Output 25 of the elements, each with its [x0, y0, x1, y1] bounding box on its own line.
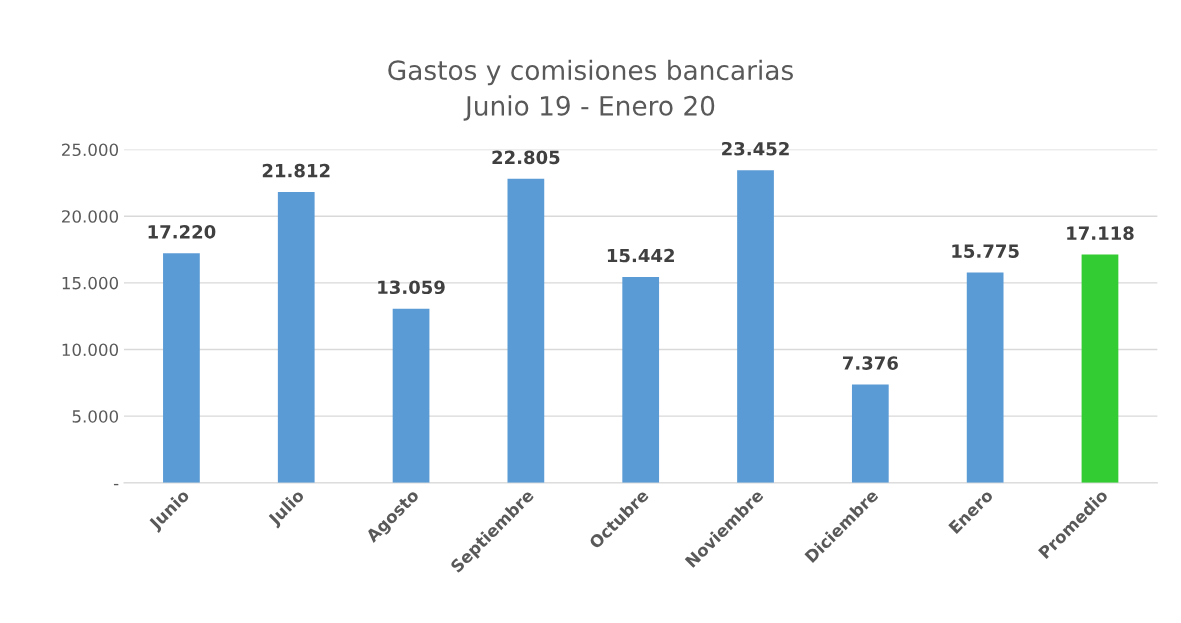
data-label: 15.775: [952, 244, 1019, 258]
bar: [966, 272, 1004, 483]
bar: [507, 178, 545, 483]
data-label: 15.442: [607, 248, 674, 263]
y-tick-label: 20.000: [62, 210, 119, 223]
y-tick-label: 25.000: [62, 143, 119, 157]
bar: [163, 253, 200, 483]
data-label: 7.376: [842, 356, 898, 370]
chart-title: Gastos y comisiones bancarias Junio 19 - Enero 20: [388, 59, 793, 121]
data-label: 23.452: [722, 141, 789, 156]
data-label: 17.118: [1067, 226, 1134, 240]
data-label: 17.220: [148, 224, 216, 239]
bar: [737, 170, 774, 483]
bar: [1081, 254, 1119, 483]
y-tick-label: 15.000: [62, 276, 119, 290]
y-tick-label: -: [113, 483, 119, 486]
bar: [392, 308, 430, 483]
data-label: 22.805: [492, 150, 560, 165]
bar: [277, 192, 315, 483]
y-tick-label: 5.000: [72, 410, 119, 423]
bar: [851, 384, 889, 483]
data-label: 13.059: [378, 280, 445, 295]
bar: [622, 276, 660, 483]
data-label: 21.812: [262, 163, 330, 178]
y-tick-label: 10.000: [62, 343, 119, 357]
